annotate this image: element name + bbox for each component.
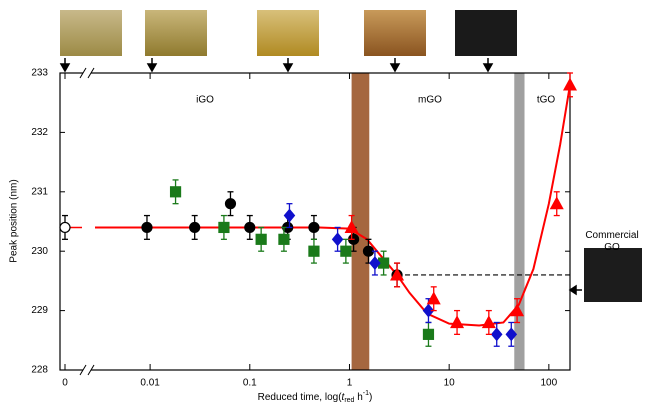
point [333,233,343,245]
point [341,246,351,256]
point [190,222,200,232]
annotation: mGO [418,95,442,106]
point [451,316,463,327]
point [142,222,152,232]
x-tick-label: 0.01 [140,378,160,389]
y-tick-label: 231 [31,186,48,197]
x-tick-label: 0 [62,378,68,389]
photo [584,248,642,302]
annotation: iGO [196,95,214,106]
point [423,329,433,339]
point [551,198,563,209]
photo [455,10,517,56]
point [492,328,502,340]
annotation: tGO [537,95,556,106]
photo [145,10,207,56]
y-axis-label: Peak position (nm) [9,179,20,262]
point [219,222,229,232]
point [245,222,255,232]
point [309,222,319,232]
band [514,73,524,370]
point [284,210,294,222]
x-tick-label: 10 [444,378,456,389]
chart: iGO mGO tGO CommercialGO Peak position (… [0,0,651,408]
x-tick-label: 1 [347,378,353,389]
x-label-part: ) [369,392,372,403]
x-axis-label: Reduced time, log(tred h-1) [258,390,373,404]
page: {"chart_data": {"type": "scatter", "ylab… [0,0,651,408]
x-label-part: red [344,397,354,404]
point [225,199,235,209]
arrows [61,58,582,294]
y-tick-label: 229 [31,305,48,316]
x-tick-label: 0.1 [243,378,257,389]
point [483,316,495,327]
fit-line [95,85,570,326]
y-tick-label: 232 [31,127,48,138]
point [171,187,181,197]
point [60,222,70,232]
x-label-part: h [354,392,362,403]
photo [257,10,319,56]
photo [364,10,426,56]
band [352,73,370,370]
y-tick-label: 230 [31,246,48,257]
photo [60,10,122,56]
point [564,79,576,90]
y-tick-label: 228 [31,365,48,376]
y-tick-label: 233 [31,68,48,79]
point [279,234,289,244]
point [256,234,266,244]
point [309,246,319,256]
x-label-part: Reduced time, log( [258,392,343,403]
x-tick-label: 100 [541,378,558,389]
